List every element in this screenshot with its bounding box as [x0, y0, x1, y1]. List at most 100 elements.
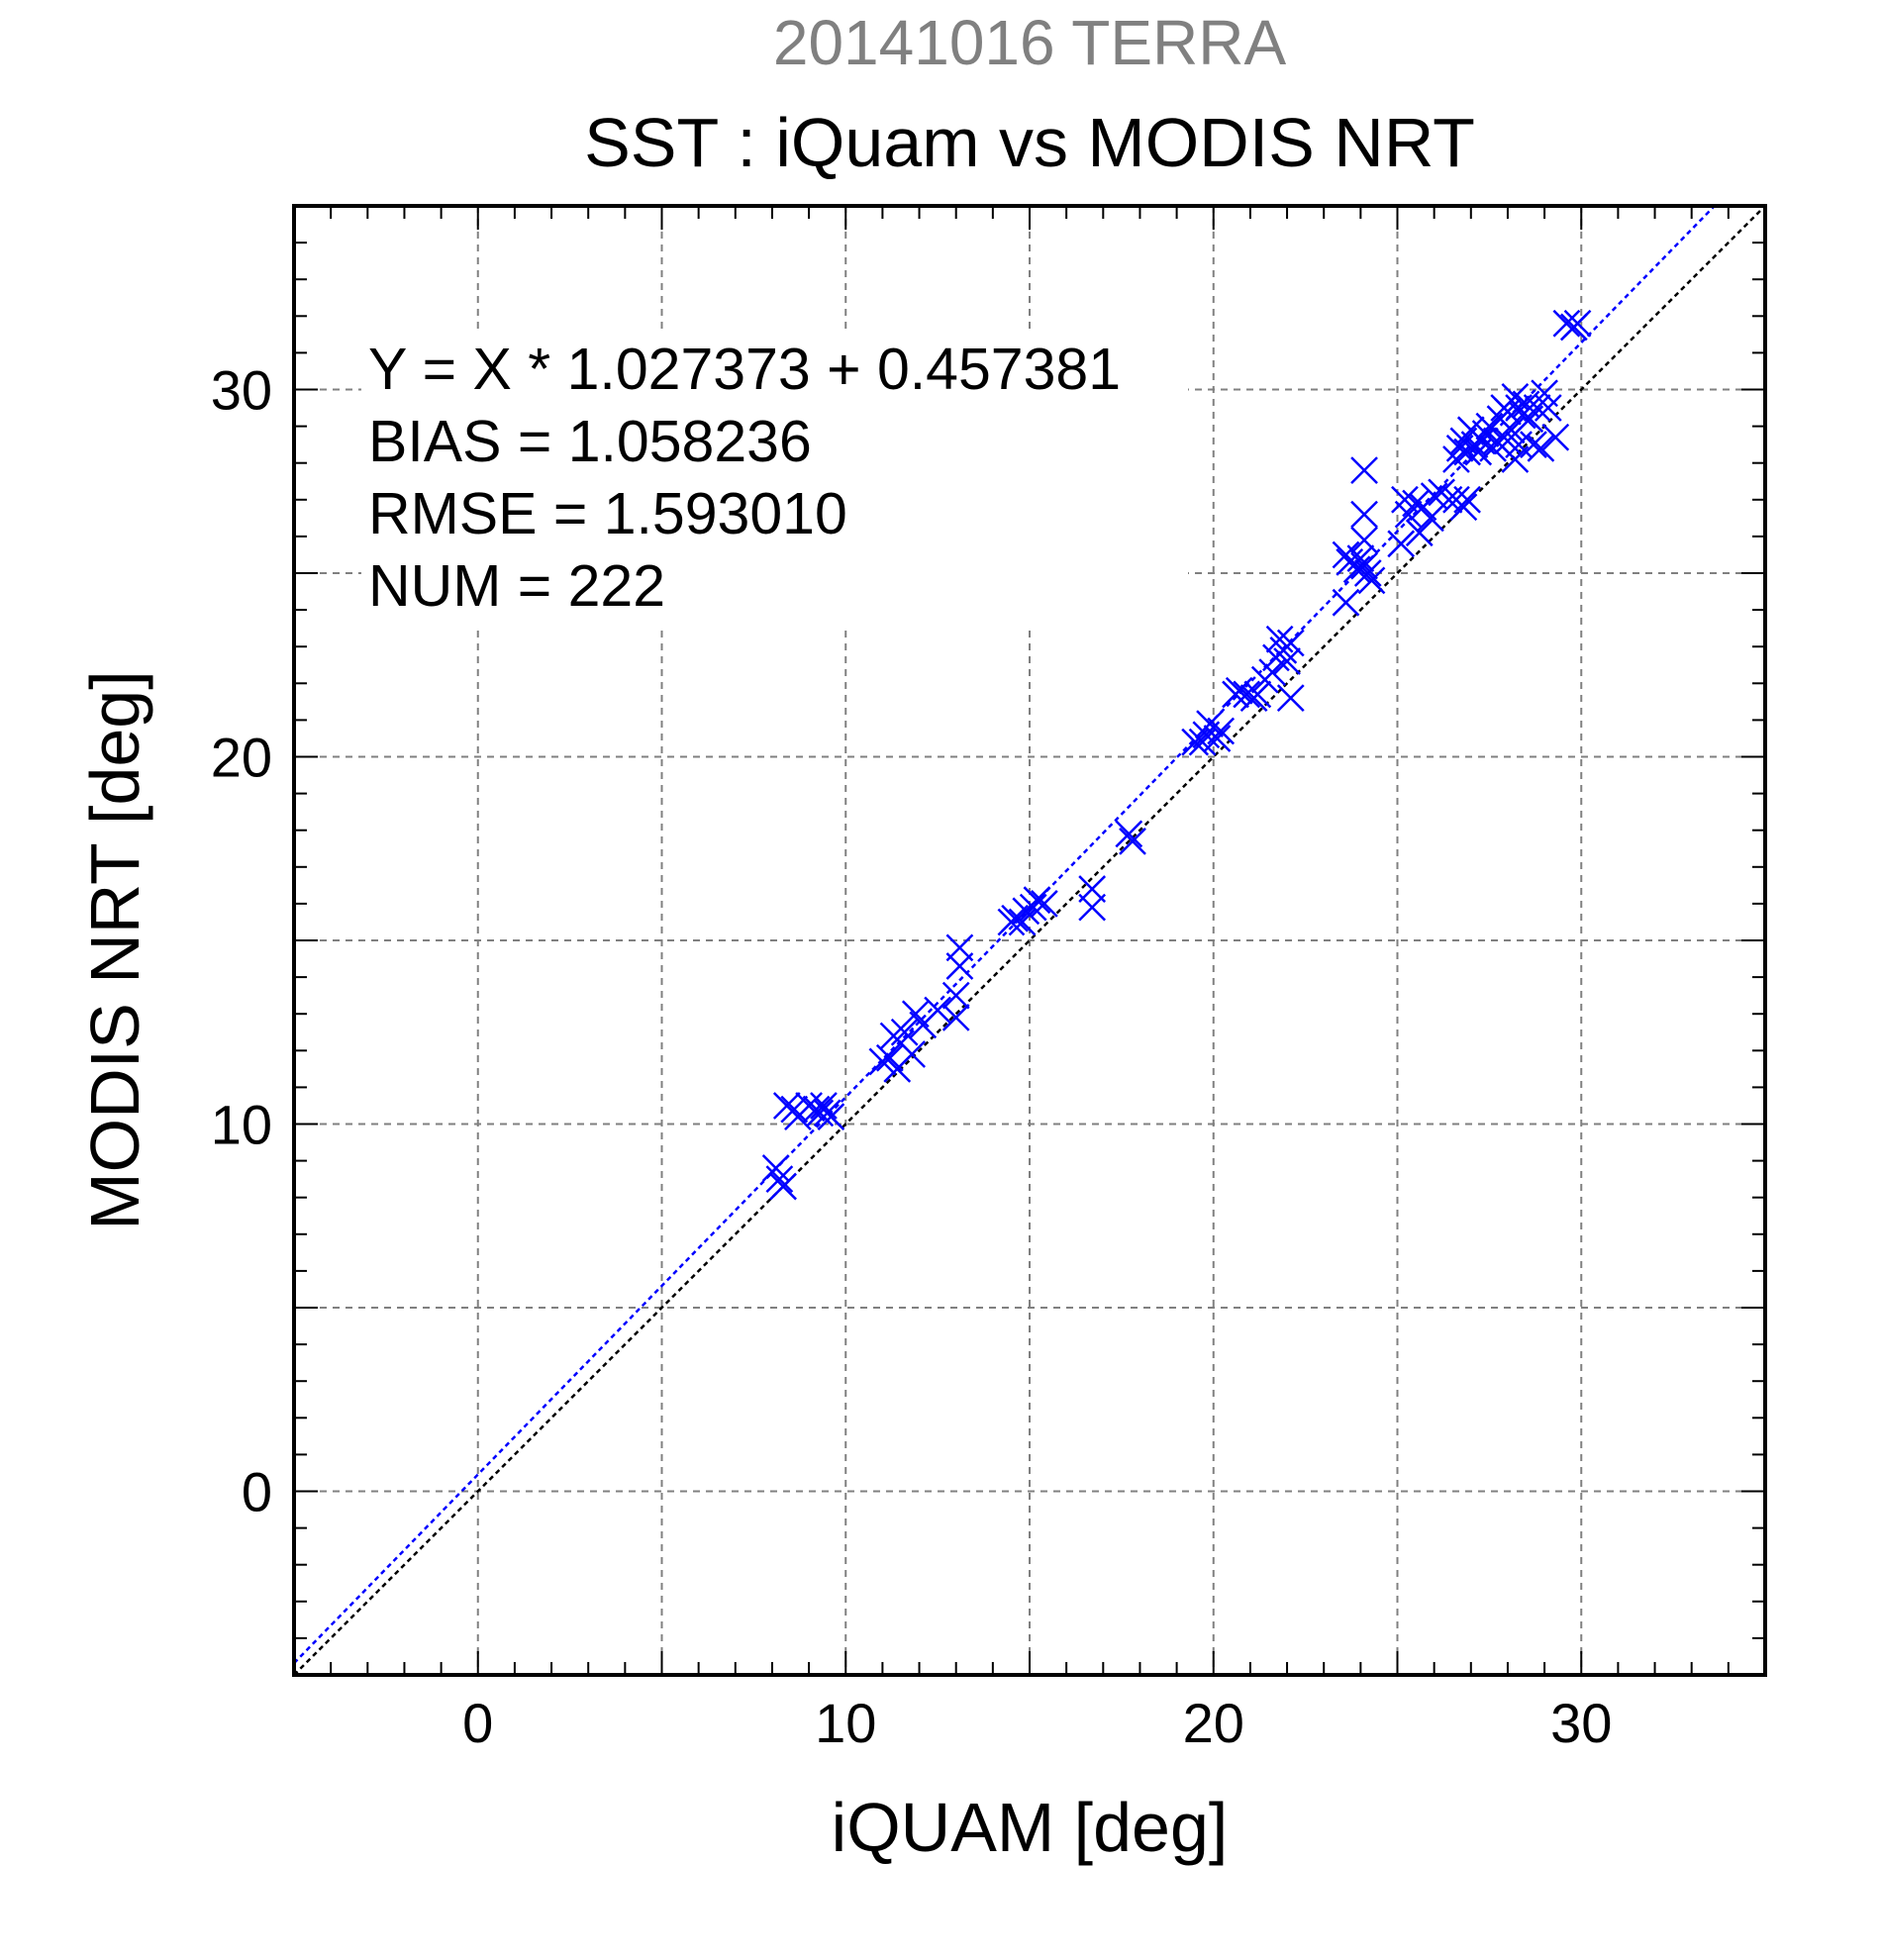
data-point-x-marker [1449, 493, 1478, 522]
data-point-x-marker [1078, 893, 1107, 922]
marker-stroke [1342, 555, 1371, 584]
x-tick-label: 0 [462, 1692, 493, 1754]
data-point-x-marker [1350, 456, 1378, 485]
num-text: NUM = 222 [368, 553, 665, 619]
marker-stroke [1387, 530, 1416, 558]
data-point-x-marker [1019, 893, 1047, 922]
data-point-x-marker [1243, 680, 1272, 709]
data-point-x-marker [1008, 908, 1037, 936]
marker-stroke [806, 1099, 835, 1127]
marker-stroke [1405, 519, 1434, 547]
y-tick-label: 20 [211, 727, 272, 789]
data-point-x-marker [941, 981, 970, 1010]
marker-stroke [1346, 544, 1375, 573]
rmse-text: RMSE = 1.593010 [368, 481, 847, 546]
marker-stroke [924, 996, 952, 1025]
data-point-x-marker [1233, 680, 1261, 709]
stats-annotation: Y = X * 1.027373 + 0.457381 BIAS = 1.058… [361, 329, 1188, 626]
marker-stroke [1273, 647, 1301, 675]
marker-stroke [1276, 684, 1305, 713]
data-point-x-marker [817, 1103, 845, 1130]
data-point-x-marker [924, 996, 952, 1025]
data-point-x-marker [1353, 559, 1382, 587]
marker-stroke [1008, 908, 1037, 936]
x-tick-label: 30 [1550, 1692, 1612, 1754]
data-point-x-marker [1541, 423, 1570, 451]
data-point-x-marker [1276, 684, 1305, 713]
marker-stroke [898, 1040, 927, 1068]
marker-stroke [1225, 676, 1253, 705]
marker-stroke [1468, 427, 1496, 455]
data-point-x-marker [1265, 625, 1294, 653]
x-tick-label: 20 [1183, 1692, 1244, 1754]
data-point-x-marker [1203, 725, 1232, 752]
data-point-x-marker [1207, 717, 1236, 745]
stats-box [361, 329, 1188, 626]
data-point-x-marker [806, 1099, 835, 1127]
x-tick-label: 10 [815, 1692, 876, 1754]
marker-stroke [1494, 397, 1522, 426]
marker-stroke [1332, 588, 1360, 617]
y-axis-label: MODIS NRT [deg] [76, 670, 153, 1229]
marker-stroke [761, 1154, 790, 1182]
data-point-x-marker [1273, 647, 1301, 675]
marker-stroke [945, 933, 974, 962]
data-point-x-marker [1276, 629, 1305, 657]
chart-title: 20141016 TERRA [773, 7, 1287, 78]
data-point-x-marker [1563, 309, 1592, 338]
data-point-x-marker [1527, 434, 1555, 462]
data-point-x-marker [769, 1172, 797, 1201]
marker-stroke [1501, 383, 1530, 411]
data-point-x-marker [1342, 555, 1371, 584]
marker-stroke [1203, 725, 1232, 752]
marker-stroke [1265, 625, 1294, 653]
regression-text: Y = X * 1.027373 + 0.457381 [368, 337, 1121, 402]
data-point-x-marker [941, 1004, 970, 1031]
marker-stroke [875, 1043, 904, 1072]
marker-stroke [1350, 551, 1378, 580]
y-tick-label: 0 [242, 1461, 272, 1523]
axis-ticks [294, 206, 1765, 1675]
marker-stroke [1505, 431, 1533, 459]
marker-stroke [1276, 629, 1305, 657]
chart-subtitle: SST : iQuam vs MODIS NRT [584, 104, 1475, 181]
marker-stroke [1523, 394, 1551, 422]
data-points [761, 309, 1592, 1201]
marker-stroke [1552, 309, 1581, 338]
marker-stroke [810, 1092, 838, 1120]
marker-stroke [941, 1004, 970, 1031]
data-point-x-marker [1357, 566, 1386, 595]
data-point-x-marker [1534, 394, 1562, 422]
plot-frame [292, 204, 1767, 1677]
marker-stroke [1243, 680, 1272, 709]
data-point-x-marker [1523, 394, 1551, 422]
data-point-x-marker [1350, 526, 1378, 554]
marker-stroke [1350, 500, 1378, 529]
marker-stroke [765, 1165, 794, 1194]
marker-stroke [1527, 434, 1555, 462]
marker-stroke [1357, 566, 1386, 595]
bias-text: BIAS = 1.058236 [368, 409, 812, 474]
data-point-x-marker [1520, 431, 1547, 459]
data-point-x-marker [898, 1040, 927, 1068]
y-tick-label: 10 [211, 1094, 272, 1156]
data-point-x-marker [1508, 401, 1536, 430]
one-to-one-line [293, 205, 1766, 1676]
data-point-x-marker [1332, 588, 1360, 617]
marker-stroke [1402, 489, 1430, 518]
data-point-x-marker [1030, 890, 1058, 918]
marker-stroke [1115, 820, 1143, 848]
marker-stroke [1534, 394, 1562, 422]
data-point-x-marker [945, 933, 974, 962]
data-point-x-marker [1115, 820, 1143, 848]
data-point-x-marker [1346, 544, 1375, 573]
marker-stroke [1332, 540, 1360, 569]
marker-stroke [1508, 401, 1536, 430]
marker-stroke [1350, 526, 1378, 554]
marker-stroke [890, 1018, 919, 1046]
marker-stroke [1233, 680, 1261, 709]
marker-stroke [1541, 423, 1570, 451]
marker-stroke [1531, 379, 1558, 408]
marker-stroke [1119, 827, 1146, 855]
